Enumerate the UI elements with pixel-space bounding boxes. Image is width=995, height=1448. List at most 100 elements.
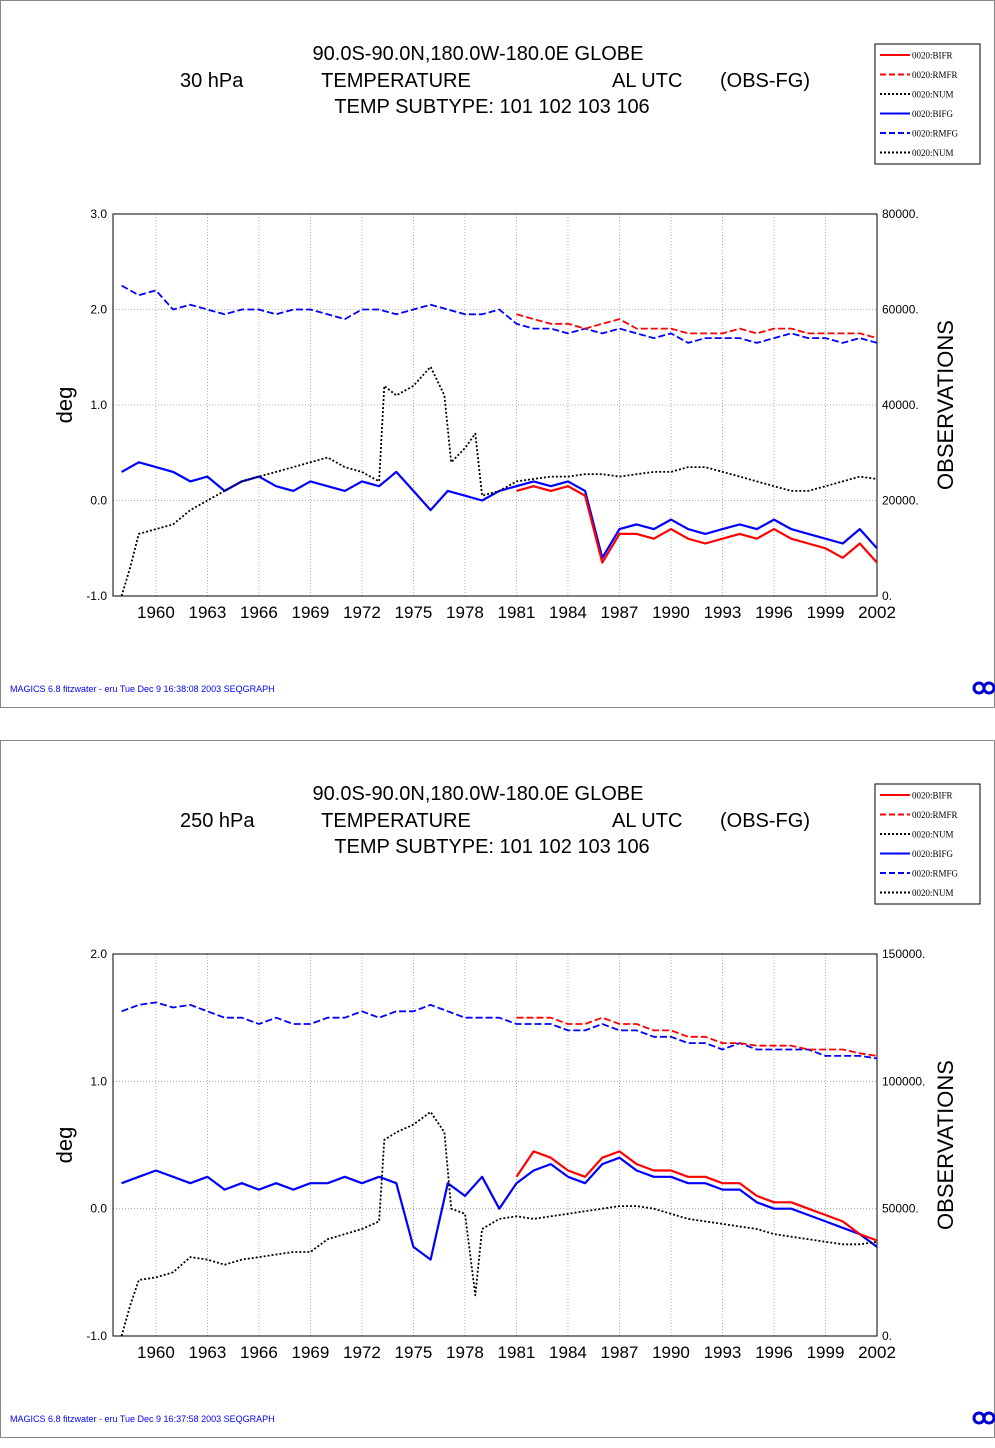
grid bbox=[113, 213, 878, 597]
x-tick-label: 1972 bbox=[343, 1343, 381, 1362]
series-line-0020-num bbox=[120, 1110, 877, 1337]
x-tick-label: 1996 bbox=[755, 603, 793, 622]
y-right-tick-label: 80000. bbox=[882, 207, 919, 221]
x-tick-label: 1981 bbox=[498, 603, 536, 622]
legend-label: 0020:NUM bbox=[912, 148, 954, 158]
x-tick-label: 1972 bbox=[343, 603, 381, 622]
x-tick-label: 1978 bbox=[446, 603, 484, 622]
legend-label: 0020:NUM bbox=[912, 830, 954, 840]
y-tick-label: -1.0 bbox=[86, 1329, 107, 1343]
x-tick-label: 1984 bbox=[549, 603, 587, 622]
x-tick-label: 1984 bbox=[549, 1343, 587, 1362]
legend-box bbox=[874, 783, 981, 905]
chart-panel-30hpa: 90.0S-90.0N,180.0W-180.0E GLOBE 30 hPa TEM… bbox=[0, 0, 995, 708]
legend-label: 0020:BIFR bbox=[912, 791, 953, 801]
series-line-0020-bifg bbox=[121, 461, 877, 559]
x-tick-label: 1969 bbox=[292, 603, 330, 622]
x-tick-label: 1993 bbox=[704, 1343, 742, 1362]
y-tick-label: 1.0 bbox=[90, 398, 107, 412]
legend-label: 0020:BIFG bbox=[912, 109, 954, 119]
y-tick-label: 2.0 bbox=[90, 947, 107, 961]
x-tick-label: 1990 bbox=[652, 603, 690, 622]
legend-label: 0020:RMFR bbox=[912, 70, 958, 80]
y-right-tick-label: 0. bbox=[882, 589, 892, 603]
y-tick-label: 3.0 bbox=[90, 207, 107, 221]
y-tick-label: 2.0 bbox=[90, 303, 107, 317]
x-tick-label: 1987 bbox=[601, 1343, 639, 1362]
legend-label: 0020:BIFR bbox=[912, 51, 953, 61]
legend-label: 0020:RMFR bbox=[912, 810, 958, 820]
y-right-tick-label: 40000. bbox=[882, 398, 919, 412]
y-right-tick-label: 50000. bbox=[882, 1202, 919, 1216]
legend-label: 0020:NUM bbox=[912, 888, 954, 898]
chart-svg-250hpa: 90.0S-90.0N,180.0W-180.0E GLOBE 250 hPa TE… bbox=[0, 740, 995, 1438]
legend-label: 0020:NUM bbox=[912, 90, 954, 100]
x-tick-label: 1966 bbox=[240, 603, 278, 622]
chart-title-time: AL UTC bbox=[612, 70, 682, 92]
chart-title-level: 30 hPa bbox=[180, 70, 244, 92]
chart-title-diff: (OBS-FG) bbox=[720, 70, 810, 92]
y-axis-label: deg bbox=[52, 1127, 77, 1164]
x-tick-label: 1960 bbox=[137, 603, 175, 622]
series-group bbox=[120, 284, 877, 597]
series-line-0020-rmfg bbox=[121, 1001, 877, 1060]
x-tick-label: 1969 bbox=[292, 1343, 330, 1362]
plot-frame bbox=[112, 953, 878, 1337]
chart-title-parameter: TEMPERATURE bbox=[321, 810, 471, 832]
series-line-0020-rmfr bbox=[516, 313, 877, 339]
footer-text: MAGICS 6.8 fitzwater - eru Tue Dec 9 16:… bbox=[10, 684, 275, 694]
x-tick-label: 1975 bbox=[395, 603, 433, 622]
x-tick-label: 1978 bbox=[446, 1343, 484, 1362]
y-right-tick-label: 100000. bbox=[882, 1074, 925, 1088]
chart-title-time: AL UTC bbox=[612, 810, 682, 832]
chart-title-parameter: TEMPERATURE bbox=[321, 70, 471, 92]
x-tick-label: 2002 bbox=[858, 603, 896, 622]
y-axis-label: deg bbox=[52, 387, 77, 424]
x-tick-label: 2002 bbox=[858, 1343, 896, 1362]
y-tick-label: -1.0 bbox=[86, 589, 107, 603]
ecmwf-logo-icon bbox=[972, 1411, 995, 1425]
y-right-axis-label: OBSERVATIONS bbox=[933, 1060, 958, 1230]
x-tick-label: 1999 bbox=[807, 603, 845, 622]
y-right-tick-label: 20000. bbox=[882, 494, 919, 508]
legend-box bbox=[874, 43, 981, 165]
legend-label: 0020:RMFG bbox=[912, 129, 959, 139]
series-line-0020-bifr bbox=[515, 1150, 877, 1242]
x-tick-label: 1987 bbox=[601, 603, 639, 622]
legend: 0020:BIFR 0020:RMFR 0020:NUM 0020:BIFG 0020:… bbox=[874, 783, 981, 905]
legend-label: 0020:BIFG bbox=[912, 849, 954, 859]
x-tick-label: 1963 bbox=[189, 603, 227, 622]
series-line-0020-bifg bbox=[121, 1156, 877, 1261]
y-tick-label: 0.0 bbox=[90, 1202, 107, 1216]
x-tick-label: 1981 bbox=[498, 1343, 536, 1362]
plot-frame bbox=[112, 213, 878, 597]
grid bbox=[113, 953, 878, 1337]
y-right-tick-label: 60000. bbox=[882, 303, 919, 317]
chart-panel-250hpa: 90.0S-90.0N,180.0W-180.0E GLOBE 250 hPa TE… bbox=[0, 740, 995, 1448]
x-tick-label: 1960 bbox=[137, 1343, 175, 1362]
chart-title-subtype: TEMP SUBTYPE: 101 102 103 106 bbox=[334, 96, 649, 118]
x-tick-label: 1966 bbox=[240, 1343, 278, 1362]
legend-label: 0020:RMFG bbox=[912, 869, 959, 879]
chart-title-region: 90.0S-90.0N,180.0W-180.0E GLOBE bbox=[313, 43, 644, 65]
chart-title-region: 90.0S-90.0N,180.0W-180.0E GLOBE bbox=[313, 783, 644, 805]
x-tick-label: 1999 bbox=[807, 1343, 845, 1362]
series-line-0020-num bbox=[120, 365, 877, 597]
x-tick-label: 1990 bbox=[652, 1343, 690, 1362]
chart-title-diff: (OBS-FG) bbox=[720, 810, 810, 832]
chart-title-subtype: TEMP SUBTYPE: 101 102 103 106 bbox=[334, 836, 649, 858]
chart-title-level: 250 hPa bbox=[180, 810, 255, 832]
chart-svg-30hpa: 90.0S-90.0N,180.0W-180.0E GLOBE 30 hPa TEM… bbox=[0, 0, 995, 708]
x-tick-label: 1963 bbox=[189, 1343, 227, 1362]
series-line-0020-bifr bbox=[516, 485, 877, 564]
x-tick-label: 1996 bbox=[755, 1343, 793, 1362]
y-tick-label: 1.0 bbox=[90, 1074, 107, 1088]
legend: 0020:BIFR 0020:RMFR 0020:NUM 0020:BIFG 0020:… bbox=[874, 43, 981, 165]
y-right-axis-label: OBSERVATIONS bbox=[933, 320, 958, 490]
series-group bbox=[120, 1001, 877, 1337]
footer-text: MAGICS 6.8 fitzwater - eru Tue Dec 9 16:… bbox=[10, 1414, 275, 1424]
ecmwf-logo-icon bbox=[972, 681, 995, 695]
y-tick-label: 0.0 bbox=[90, 494, 107, 508]
x-tick-label: 1993 bbox=[704, 603, 742, 622]
series-line-0020-rmfg bbox=[121, 284, 877, 344]
